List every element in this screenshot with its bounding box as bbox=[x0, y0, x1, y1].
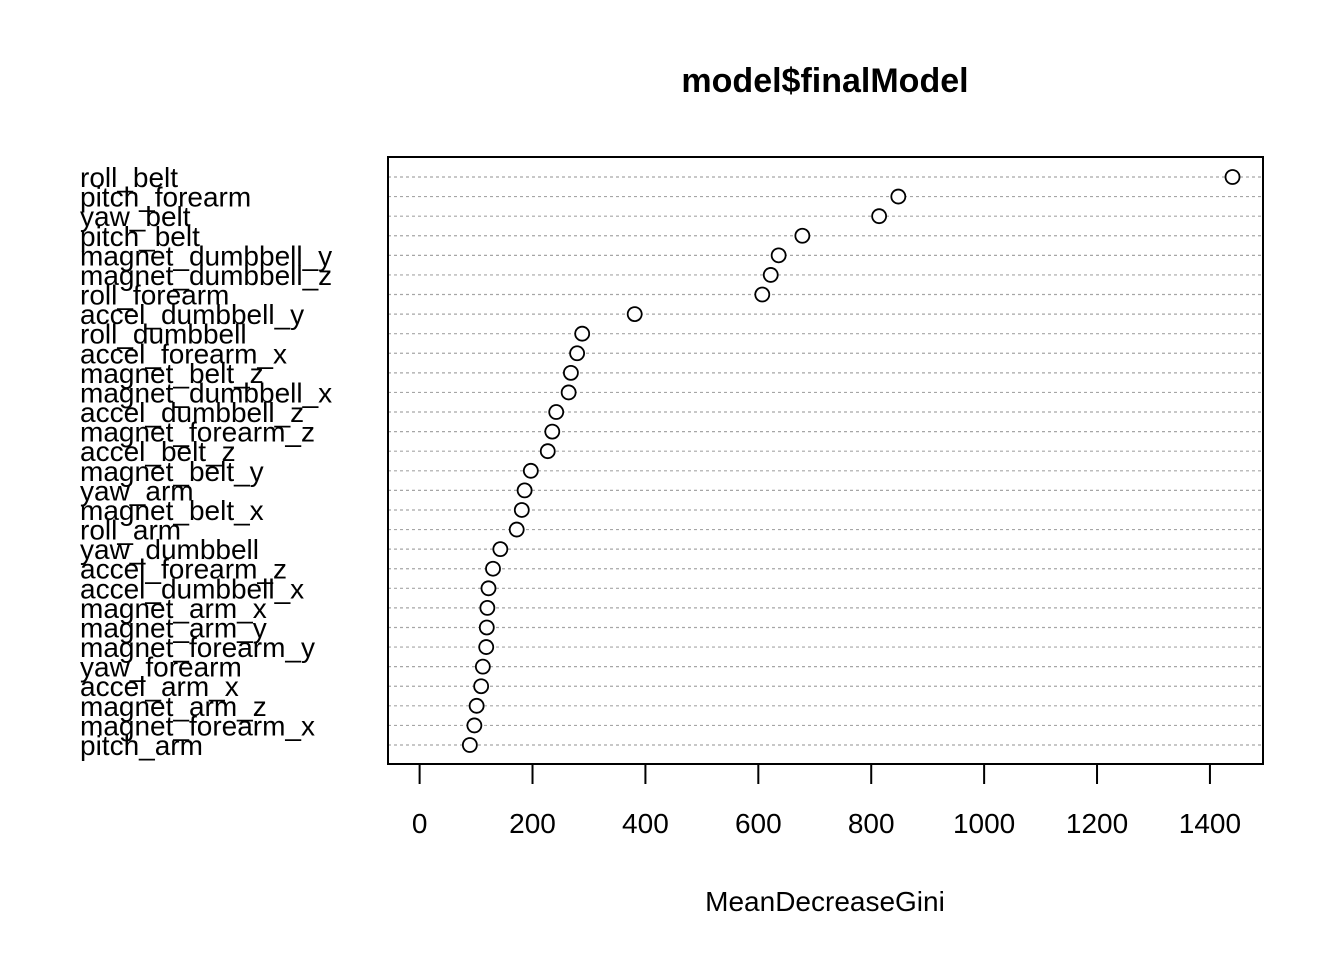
category-label: magnet_arm_y bbox=[80, 612, 267, 643]
data-point bbox=[485, 560, 501, 577]
category-label: accel_dumbbell_x bbox=[80, 573, 304, 604]
data-point bbox=[461, 737, 478, 753]
data-point bbox=[1224, 169, 1241, 185]
category-label: magnet_arm_z bbox=[80, 691, 267, 722]
data-point bbox=[560, 384, 577, 401]
data-point bbox=[762, 267, 779, 283]
data-point bbox=[871, 208, 888, 225]
x-tick-label: 400 bbox=[622, 808, 669, 839]
data-point bbox=[516, 482, 533, 499]
category-label: roll_arm bbox=[80, 515, 181, 546]
category-label: magnet_belt_z bbox=[80, 358, 264, 389]
data-point bbox=[513, 502, 530, 518]
data-point bbox=[626, 306, 643, 323]
x-tick-label: 600 bbox=[735, 808, 782, 839]
data-point bbox=[522, 462, 539, 479]
data-point bbox=[569, 345, 586, 362]
x-tick-label: 1000 bbox=[953, 808, 1015, 839]
chart-title: model$finalModel bbox=[681, 62, 968, 100]
x-tick-label: 0 bbox=[412, 808, 428, 839]
category-label: magnet_dumbbell_z bbox=[80, 260, 332, 291]
category-label: pitch_arm bbox=[80, 730, 203, 761]
category-label: yaw_arm bbox=[80, 475, 194, 506]
category-label: accel_arm_x bbox=[80, 671, 239, 702]
data-point bbox=[574, 325, 591, 342]
data-point bbox=[480, 580, 497, 597]
category-label: accel_forearm_z bbox=[80, 554, 287, 585]
data-point bbox=[492, 541, 509, 558]
plot-frame bbox=[387, 156, 1264, 765]
data-point bbox=[890, 188, 907, 205]
category-label: magnet_dumbbell_y bbox=[80, 240, 332, 271]
category-label: pitch_belt bbox=[80, 221, 200, 252]
x-axis-label: MeanDecreaseGini bbox=[705, 886, 945, 917]
x-axis: 0 200 400 600 800 1000 1200 1400 bbox=[412, 763, 1241, 839]
category-label: yaw_forearm bbox=[80, 652, 242, 683]
category-label: magnet_dumbbell_x bbox=[80, 377, 332, 408]
category-label: magnet_forearm_x bbox=[80, 710, 315, 741]
data-point bbox=[754, 286, 771, 303]
category-label: accel_dumbbell_y bbox=[80, 299, 304, 330]
data-point bbox=[770, 247, 787, 264]
data-point bbox=[508, 521, 525, 538]
data-point bbox=[468, 697, 485, 714]
data-point bbox=[478, 639, 495, 655]
data-point bbox=[794, 227, 811, 244]
grid-lines bbox=[388, 176, 1263, 746]
x-tick-label: 1400 bbox=[1179, 808, 1241, 839]
category-label: accel_forearm_x bbox=[80, 338, 287, 369]
category-label: accel_dumbbell_z bbox=[80, 397, 304, 428]
category-label: magnet_belt_y bbox=[80, 456, 264, 487]
data-point bbox=[563, 364, 579, 381]
x-tick-label: 800 bbox=[848, 808, 895, 839]
data-point bbox=[466, 717, 483, 734]
category-label: yaw_dumbbell bbox=[80, 534, 259, 565]
category-label: magnet_forearm_y bbox=[80, 632, 315, 663]
data-point bbox=[539, 443, 556, 460]
category-label: yaw_belt bbox=[80, 201, 191, 232]
category-labels: roll_beltpitch_forearmyaw_beltpitch_belt… bbox=[80, 162, 332, 761]
data-point bbox=[478, 619, 495, 636]
data-point bbox=[473, 678, 490, 695]
category-label: roll_dumbbell bbox=[80, 319, 247, 350]
data-point bbox=[479, 599, 496, 616]
data-points bbox=[461, 169, 1241, 753]
category-label: pitch_forearm bbox=[80, 182, 251, 213]
x-tick-label: 200 bbox=[509, 808, 556, 839]
category-label: magnet_belt_x bbox=[80, 495, 264, 526]
data-point bbox=[548, 404, 565, 420]
data-point bbox=[544, 423, 561, 440]
data-point bbox=[474, 658, 491, 675]
category-label: accel_belt_z bbox=[80, 436, 236, 467]
x-tick-label: 1200 bbox=[1066, 808, 1128, 839]
category-label: roll_belt bbox=[80, 162, 178, 193]
category-label: magnet_arm_x bbox=[80, 593, 267, 624]
category-label: magnet_forearm_z bbox=[80, 417, 315, 448]
category-label: roll_forearm bbox=[80, 280, 229, 311]
